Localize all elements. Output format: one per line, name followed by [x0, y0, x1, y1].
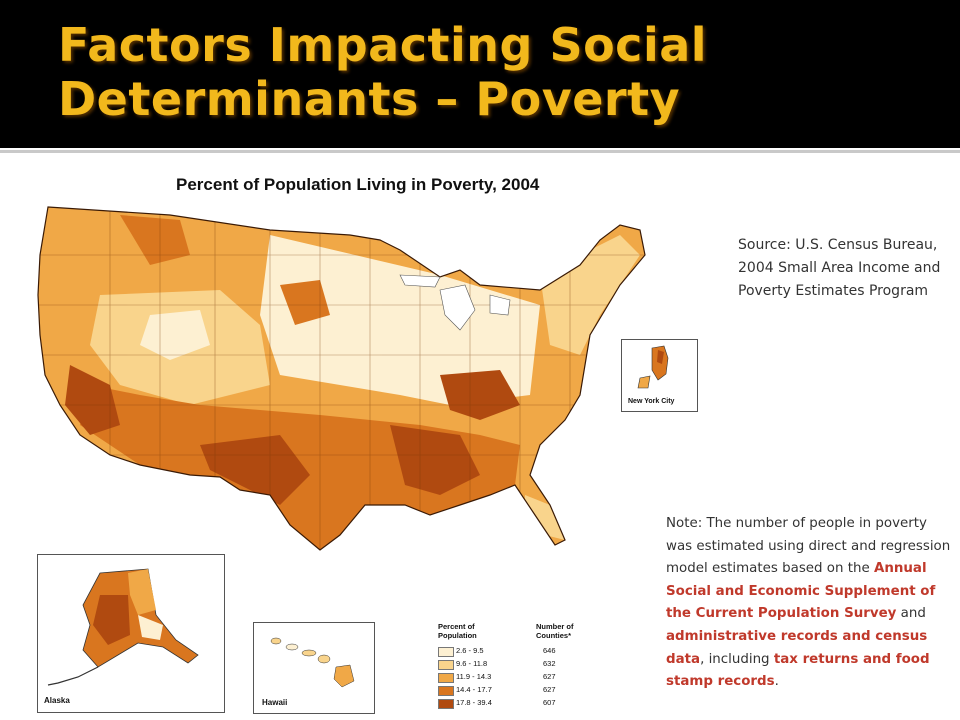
county-fill-layer	[38, 207, 645, 550]
note-text-2: and	[896, 606, 926, 622]
lake-superior	[399, 274, 441, 288]
hawaii-map	[270, 637, 355, 688]
legend-count: 627	[543, 685, 556, 694]
legend-row: 11.9 - 14.3 627	[438, 672, 598, 683]
legend-swatch	[438, 699, 454, 709]
legend-header-counties: Number of Counties*	[536, 622, 574, 640]
legend-swatch	[438, 660, 454, 670]
legend-count: 607	[543, 698, 556, 707]
nyc-inset: New York City	[621, 339, 698, 412]
alaska-inset: Alaska	[37, 554, 225, 713]
legend-swatch	[438, 647, 454, 657]
methodology-note: Note: The number of people in poverty wa…	[666, 513, 954, 694]
legend-range: 17.8 - 39.4	[456, 698, 492, 707]
lake-michigan	[439, 284, 476, 331]
legend-range: 2.6 - 9.5	[456, 646, 484, 655]
title-band: Factors Impacting Social Determinants – …	[0, 0, 960, 148]
note-text-3: , including	[700, 651, 774, 667]
slide-title: Factors Impacting Social Determinants – …	[58, 18, 708, 126]
legend-swatch	[438, 686, 454, 696]
legend-row: 9.6 - 11.8 632	[438, 659, 598, 670]
legend-count: 627	[543, 672, 556, 681]
legend-row: 17.8 - 39.4 607	[438, 698, 598, 709]
us-poverty-map	[37, 206, 646, 551]
legend-range: 9.6 - 11.8	[456, 659, 488, 668]
hawaii-inset: Hawaii	[253, 622, 375, 714]
nyc-label: New York City	[628, 398, 675, 405]
legend-count: 646	[543, 646, 556, 655]
nyc-map	[637, 345, 669, 389]
legend-range: 14.4 - 17.7	[456, 685, 492, 694]
note-highlight-survey: Annual Social and Economic Supplement of…	[666, 561, 936, 622]
alaska-label: Alaska	[44, 696, 70, 705]
legend-header-percent: Percent of Population	[438, 622, 477, 640]
note-text-4: .	[774, 674, 779, 690]
note-text-1: Note: The number of people in poverty wa…	[666, 516, 951, 577]
alaska-map	[47, 568, 199, 686]
legend-row: 2.6 - 9.5 646	[438, 646, 598, 657]
legend-swatch	[438, 673, 454, 683]
note-highlight-tax: tax returns and food stamp records	[666, 651, 930, 690]
legend-range: 11.9 - 14.3	[456, 672, 492, 681]
note-highlight-records: administrative records and census data	[666, 628, 928, 667]
lake-huron	[489, 294, 511, 316]
source-citation: Source: U.S. Census Bureau, 2004 Small A…	[738, 237, 941, 299]
map-title: Percent of Population Living in Poverty,…	[176, 175, 540, 194]
legend: Percent of Population Number of Counties…	[438, 622, 598, 714]
hawaii-label: Hawaii	[262, 698, 288, 707]
legend-count: 632	[543, 659, 556, 668]
legend-row: 14.4 - 17.7 627	[438, 685, 598, 696]
title-divider	[0, 150, 960, 153]
